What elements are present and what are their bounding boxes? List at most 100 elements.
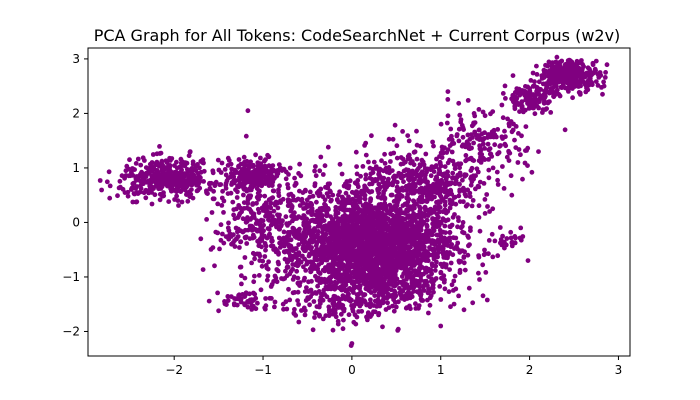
scatter-point	[253, 152, 258, 158]
scatter-point	[293, 262, 298, 268]
scatter-point	[138, 186, 144, 192]
scatter-point	[433, 276, 439, 281]
scatter-point	[450, 252, 456, 258]
scatter-point	[218, 237, 224, 243]
scatter-point	[394, 179, 400, 185]
scatter-point	[377, 240, 382, 245]
scatter-point	[225, 294, 231, 299]
scatter-point	[590, 60, 596, 66]
scatter-point	[416, 180, 421, 186]
scatter-point	[147, 187, 152, 193]
scatter-point	[508, 173, 514, 179]
scatter-point	[290, 290, 296, 296]
scatter-point	[256, 273, 262, 278]
scatter-point	[360, 225, 366, 231]
scatter-point	[307, 209, 313, 214]
scatter-point	[337, 205, 343, 211]
scatter-point	[380, 254, 385, 260]
scatter-point	[500, 233, 505, 239]
scatter-point	[301, 213, 307, 218]
scatter-point	[327, 188, 333, 194]
scatter-point	[387, 280, 393, 285]
scatter-point	[308, 294, 313, 300]
scatter-point	[407, 236, 412, 241]
scatter-point	[357, 267, 363, 272]
scatter-point	[394, 184, 400, 190]
scatter-point	[456, 100, 462, 106]
scatter-point	[400, 156, 406, 162]
scatter-point	[396, 214, 402, 220]
scatter-point	[362, 196, 368, 202]
scatter-point	[460, 134, 466, 140]
scatter-point	[325, 144, 331, 150]
scatter-point	[517, 109, 522, 114]
scatter-point	[317, 271, 323, 276]
scatter-point	[270, 168, 276, 174]
scatter-point	[476, 127, 482, 133]
scatter-point	[296, 171, 301, 176]
scatter-point	[295, 233, 300, 239]
scatter-point	[526, 94, 531, 100]
scatter-point	[363, 202, 369, 208]
scatter-point	[574, 58, 580, 64]
scatter-point	[195, 162, 200, 167]
scatter-point	[395, 200, 400, 206]
scatter-point	[307, 302, 312, 308]
scatter-point	[431, 228, 437, 233]
scatter-point	[449, 180, 454, 186]
scatter-point	[175, 198, 181, 204]
scatter-point	[424, 222, 430, 228]
scatter-point	[330, 192, 336, 198]
scatter-point	[358, 244, 364, 250]
scatter-point	[232, 296, 237, 301]
scatter-point	[399, 274, 405, 279]
scatter-point	[375, 298, 381, 303]
scatter-point	[415, 278, 421, 284]
scatter-point	[255, 300, 260, 306]
scatter-point	[603, 70, 608, 75]
scatter-point	[349, 303, 354, 309]
scatter-point	[482, 146, 487, 151]
scatter-point	[410, 168, 415, 174]
scatter-point	[481, 252, 487, 258]
scatter-point	[339, 171, 345, 177]
scatter-point	[211, 196, 217, 202]
scatter-point	[288, 268, 294, 274]
scatter-point	[320, 291, 326, 297]
scatter-point	[280, 276, 286, 282]
scatter-point	[444, 120, 450, 126]
scatter-point	[222, 167, 228, 172]
scatter-point	[437, 284, 443, 289]
scatter-point	[383, 307, 389, 312]
scatter-point	[409, 256, 415, 261]
scatter-point	[532, 79, 537, 85]
scatter-point	[349, 341, 355, 346]
scatter-point	[386, 176, 391, 182]
scatter-point	[477, 179, 483, 185]
scatter-point	[467, 194, 473, 200]
scatter-point	[555, 62, 561, 68]
scatter-point	[482, 130, 487, 136]
scatter-point	[204, 217, 210, 222]
scatter-point	[428, 211, 434, 216]
scatter-point	[380, 299, 386, 305]
scatter-point	[286, 172, 291, 177]
scatter-point	[428, 246, 433, 252]
scatter-point	[499, 134, 505, 140]
scatter-point	[107, 195, 113, 201]
scatter-point	[358, 196, 363, 202]
scatter-point	[330, 246, 335, 252]
scatter-point	[520, 88, 525, 94]
scatter-point	[187, 189, 192, 195]
scatter-point	[440, 173, 446, 179]
scatter-point	[276, 193, 282, 199]
scatter-point	[386, 136, 392, 142]
scatter-point	[201, 179, 207, 184]
scatter-point	[508, 229, 514, 235]
scatter-point	[340, 222, 346, 228]
scatter-point	[335, 318, 341, 324]
scatter-point	[456, 181, 462, 187]
scatter-point	[430, 139, 435, 145]
scatter-point	[425, 235, 431, 241]
scatter-point	[482, 247, 487, 253]
